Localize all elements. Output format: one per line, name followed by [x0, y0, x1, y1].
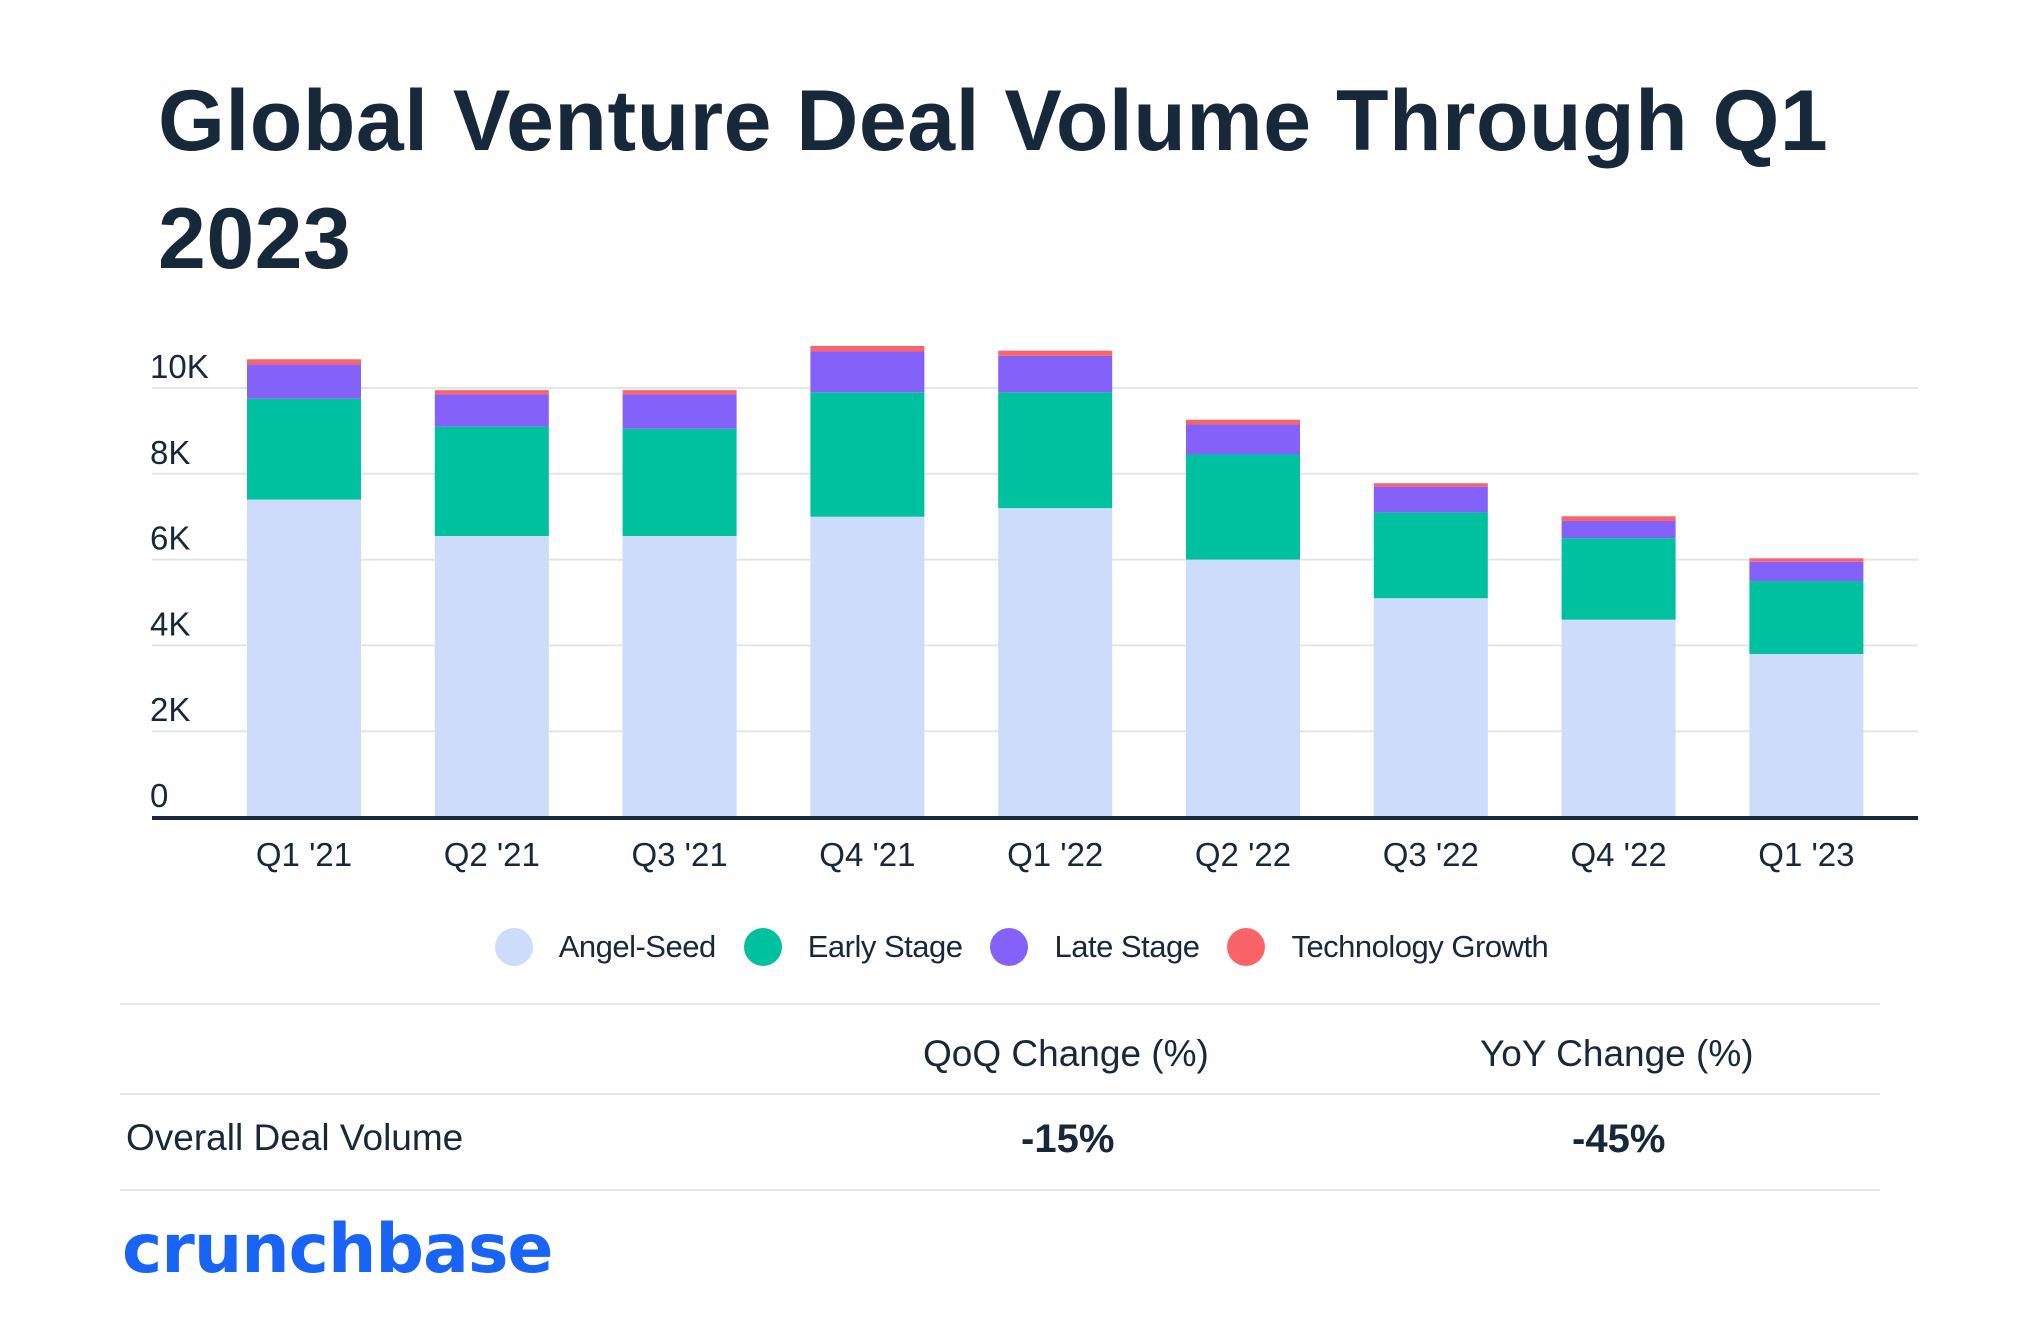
legend-label-technology-growth: Technology Growth: [1291, 929, 1549, 964]
bar-q4-21-late-stage: [810, 351, 925, 393]
legend-item-early-stage: Early Stage: [743, 928, 963, 966]
bar-q2-21-angel-seed: [434, 536, 549, 817]
bar-q4-22-technology-growth: [1561, 516, 1676, 521]
x-tick-label-q4-21: Q4 '21: [819, 836, 915, 873]
y-tick-label-10k: 10K: [150, 348, 209, 385]
x-tick-label-q1-22: Q1 '22: [1007, 836, 1103, 873]
x-tick-label-q2-22: Q2 '22: [1195, 836, 1291, 873]
x-tick-label-q1-21: Q1 '21: [256, 836, 352, 873]
bar-q4-21-early-stage: [810, 392, 925, 517]
bar-q2-21-early-stage: [434, 426, 549, 537]
y-tick-label-0: 0: [150, 777, 168, 814]
bar-q3-21-early-stage: [622, 428, 737, 537]
bar-q1-22-technology-growth: [998, 350, 1113, 356]
legend-item-late-stage: Late Stage: [990, 928, 1200, 966]
bar-q1-21-early-stage: [247, 398, 361, 500]
bar-q1-21-technology-growth: [247, 359, 361, 365]
legend-swatch-angel-seed: [494, 928, 533, 966]
legend-item-angel-seed: Angel-Seed: [494, 928, 717, 966]
bar-q3-22-late-stage: [1373, 486, 1488, 513]
x-tick-label-q4-22: Q4 '22: [1570, 836, 1666, 873]
x-axis-ticks: Q1 '21 Q2 '21 Q3 '21 Q4 '21 Q1 '22 Q2 '22 Q3 '…: [256, 836, 1855, 873]
bar-q3-21-technology-growth: [622, 390, 737, 395]
bar-q1-22-late-stage: [998, 355, 1113, 393]
row-label-overall-deal-volume: Overall Deal Volume: [126, 1117, 464, 1158]
bar-q4-22-angel-seed: [1561, 619, 1676, 817]
bar-q3-22-early-stage: [1373, 512, 1488, 599]
bar-q2-21-technology-growth: [434, 390, 549, 395]
bar-q4-21-technology-growth: [810, 345, 925, 352]
bar-q1-21-angel-seed: [247, 499, 361, 817]
legend-label-early-stage: Early Stage: [807, 929, 963, 964]
bar-q1-23-technology-growth: [1749, 558, 1864, 562]
bar-q2-21-late-stage: [434, 394, 549, 427]
value-yoy-change: -45%: [1572, 1117, 1666, 1161]
y-tick-label-6k: 6K: [150, 520, 190, 557]
y-tick-label-2k: 2K: [150, 691, 190, 728]
legend-item-technology-growth: Technology Growth: [1227, 928, 1549, 966]
x-tick-label-q1-23: Q1 '23: [1758, 836, 1854, 873]
bar-q1-23-late-stage: [1749, 561, 1864, 582]
x-tick-label-q2-21: Q2 '21: [444, 836, 540, 873]
bar-q3-22-technology-growth: [1373, 483, 1488, 487]
table-divider-top: [120, 1003, 1880, 1005]
bar-q2-22-angel-seed: [1186, 559, 1300, 817]
bar-q1-22-angel-seed: [998, 508, 1113, 817]
x-tick-label-q3-21: Q3 '21: [631, 836, 727, 873]
y-tick-label-8k: 8K: [150, 434, 190, 471]
legend-swatch-early-stage: [743, 928, 782, 966]
chart-title: Global Venture Deal Volume Through Q1 20…: [158, 73, 1829, 287]
bar-q1-22-early-stage: [998, 392, 1113, 509]
table-divider-middle: [120, 1093, 1880, 1095]
legend-swatch-late-stage: [990, 928, 1029, 966]
bar-q1-23-angel-seed: [1749, 653, 1864, 817]
bar-q2-22-late-stage: [1186, 424, 1300, 455]
bars: [247, 345, 1864, 817]
header-qoq-change: QoQ Change (%): [923, 1033, 1209, 1074]
legend-label-late-stage: Late Stage: [1054, 929, 1200, 964]
y-tick-label-4k: 4K: [150, 605, 190, 642]
bar-q3-21-late-stage: [622, 394, 737, 429]
bar-q4-21-angel-seed: [810, 516, 925, 817]
bar-q4-22-late-stage: [1561, 520, 1676, 539]
header-yoy-change: YoY Change (%): [1480, 1033, 1754, 1074]
bar-q2-22-technology-growth: [1186, 419, 1300, 425]
legend-swatch-technology-growth: [1227, 928, 1266, 966]
table-divider-bottom: [120, 1189, 1880, 1191]
crunchbase-logo: crunchbase: [122, 1210, 554, 1289]
y-axis-ticks: 0 2K 4K 6K 8K 10K: [150, 348, 209, 814]
x-tick-label-q3-22: Q3 '22: [1383, 836, 1479, 873]
bar-q4-22-early-stage: [1561, 538, 1676, 620]
bar-q1-23-early-stage: [1749, 581, 1864, 654]
bar-q2-22-early-stage: [1186, 454, 1300, 560]
value-qoq-change: -15%: [1021, 1117, 1115, 1161]
bar-q1-21-late-stage: [247, 364, 361, 399]
bar-q3-22-angel-seed: [1373, 598, 1488, 817]
bar-q3-21-angel-seed: [622, 536, 737, 817]
chart-legend: Angel-Seed Early Stage Late Stage Techno…: [0, 928, 2043, 966]
legend-label-angel-seed: Angel-Seed: [558, 929, 717, 964]
